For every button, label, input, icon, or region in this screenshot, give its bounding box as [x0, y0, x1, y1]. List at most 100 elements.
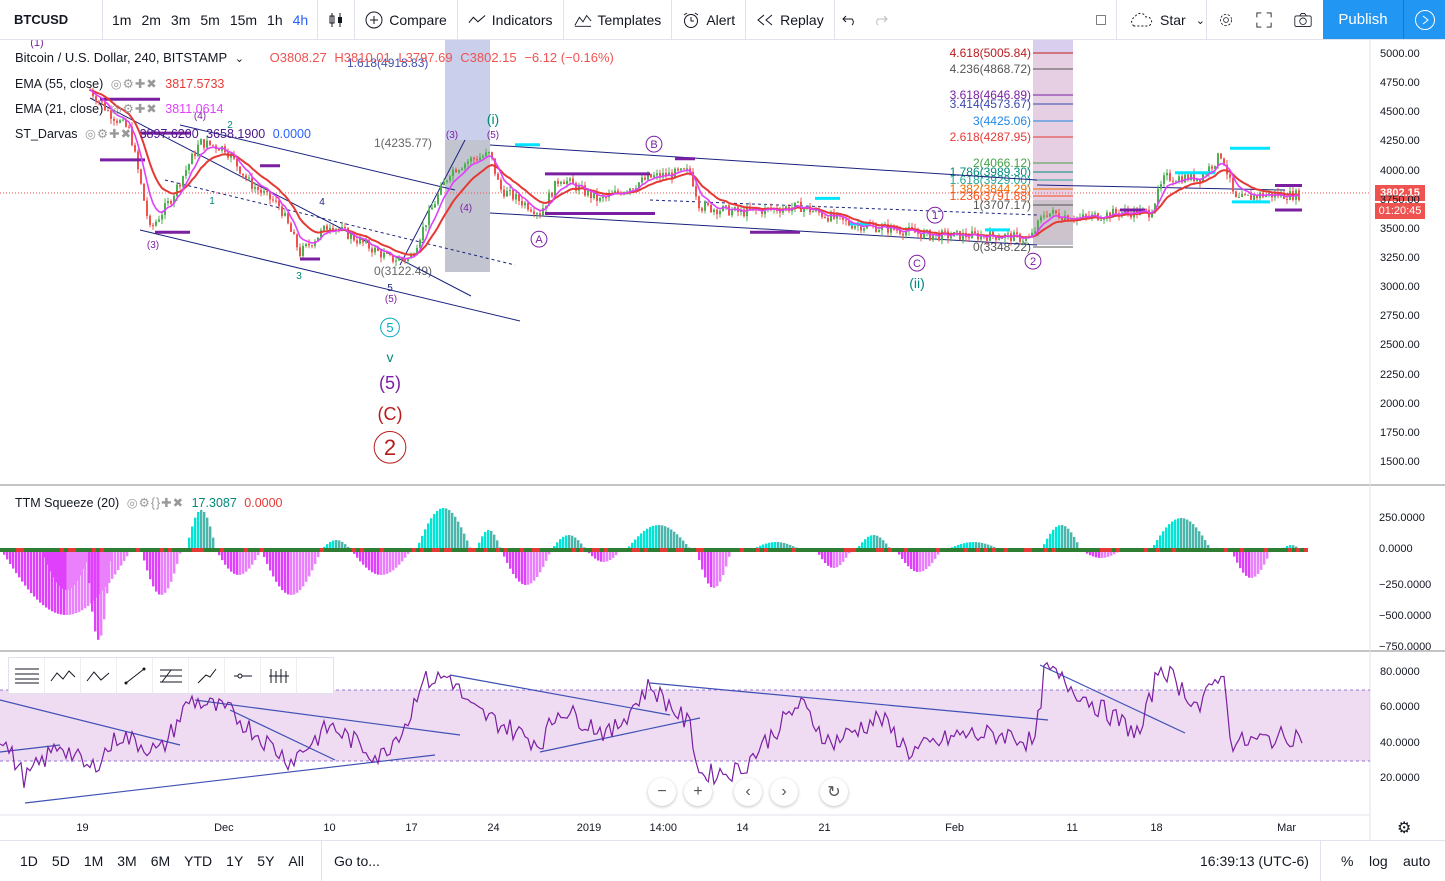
undo-button[interactable]: [835, 0, 865, 40]
compare-button[interactable]: Compare: [355, 0, 457, 40]
interval-1h[interactable]: 1h: [267, 11, 283, 28]
percent-toggle[interactable]: %: [1341, 852, 1354, 869]
range-all[interactable]: All: [288, 852, 304, 869]
range-5y[interactable]: 5Y: [257, 852, 275, 869]
toolbar-handle[interactable]: [297, 658, 307, 693]
ttm-squeeze-dot: [264, 548, 268, 552]
legend-controls[interactable]: ◎⚙{}✚✖: [126, 496, 185, 510]
candle-body: [878, 229, 880, 233]
candle-body: [314, 241, 316, 246]
ttm-histogram-bar: [164, 550, 167, 593]
ttm-histogram-bar: [725, 550, 728, 567]
price-tick-label: 3250.00: [1380, 252, 1420, 264]
interval-1m[interactable]: 1m: [112, 11, 132, 28]
wave-circle: [926, 206, 944, 224]
wave-label: (C): [378, 404, 403, 424]
interval-15m[interactable]: 15m: [229, 11, 258, 28]
candle-body: [1253, 195, 1255, 200]
trend-line-icon[interactable]: [117, 658, 153, 693]
zoom-out-button[interactable]: −: [648, 778, 676, 806]
candle-body: [707, 203, 709, 205]
reset-chart-button[interactable]: ↻: [820, 778, 848, 806]
candle-body: [686, 168, 688, 170]
ttm-histogram-bar: [1289, 545, 1292, 550]
lines-tool-icon[interactable]: [9, 658, 45, 693]
candle-body: [230, 154, 232, 158]
publish-button[interactable]: Publish: [1323, 0, 1403, 39]
range-3m[interactable]: 3M: [117, 852, 137, 869]
fib-level-label: 0(3122.49): [374, 264, 432, 278]
pattern-tool-icon[interactable]: [45, 658, 81, 693]
candle-body: [200, 139, 202, 145]
candle-body: [266, 191, 268, 193]
interval-5m[interactable]: 5m: [200, 11, 220, 28]
candle-body: [1211, 166, 1213, 169]
candle-body: [1043, 215, 1045, 217]
fib-tool-icon[interactable]: [153, 658, 189, 693]
snapshot-button[interactable]: [1288, 0, 1318, 40]
scroll-left-button[interactable]: ‹: [734, 778, 762, 806]
chevron-down-icon[interactable]: ⌄: [234, 53, 245, 65]
chart-type-button[interactable]: [318, 0, 354, 40]
range-6m[interactable]: 6M: [150, 852, 171, 869]
candle-body: [1157, 188, 1159, 204]
zoom-in-button[interactable]: +: [684, 778, 712, 806]
scroll-right-button[interactable]: ›: [770, 778, 798, 806]
abc-pattern-icon[interactable]: [81, 658, 117, 693]
chart-area[interactable]: 1.618(4918.83) 1(4235.77) 0(3122.49) 4.618(…: [0, 40, 1445, 840]
legend-controls[interactable]: ◎⚙✚✖: [110, 102, 158, 116]
bars-pattern-icon[interactable]: [261, 658, 297, 693]
range-ytd[interactable]: YTD: [184, 852, 213, 869]
ttm-histogram-bar: [152, 550, 155, 587]
ttm-squeeze-dot: [920, 548, 924, 552]
clock-display[interactable]: 16:39:13 (UTC-6): [1200, 852, 1309, 869]
redo-button[interactable]: [865, 0, 895, 40]
range-1d[interactable]: 1D: [20, 852, 38, 869]
range-1m[interactable]: 1M: [83, 852, 104, 869]
ttm-squeeze-dot: [484, 548, 488, 552]
candle-body: [845, 219, 847, 221]
path-tool-icon[interactable]: [189, 658, 225, 693]
replay-button[interactable]: Replay: [746, 0, 834, 40]
axis-settings-gear-icon[interactable]: ⚙: [1397, 820, 1412, 837]
interval-2m[interactable]: 2m: [141, 11, 161, 28]
ttm-histogram-bar: [365, 550, 368, 568]
ttm-squeeze-dot: [1200, 548, 1204, 552]
fullscreen-toggle[interactable]: [1090, 0, 1112, 40]
candle-body: [509, 189, 511, 192]
price-tick-label: 2750.00: [1380, 310, 1420, 323]
auto-toggle[interactable]: auto: [1403, 852, 1431, 869]
ttm-squeeze-dot: [944, 548, 948, 552]
chart-canvas[interactable]: 1.618(4918.83) 1(4235.77) 0(3122.49) 4.618(…: [0, 40, 1445, 840]
candle-body: [641, 177, 643, 183]
candle-body: [542, 208, 544, 216]
candle-body: [92, 90, 94, 97]
expand-button[interactable]: [1250, 0, 1278, 40]
publish-menu-button[interactable]: [1403, 0, 1445, 39]
templates-label: Templates: [597, 11, 662, 28]
interval-3m[interactable]: 3m: [170, 11, 191, 28]
interval-4h[interactable]: 4h: [292, 11, 309, 28]
star-button[interactable]: Star ⌄: [1122, 0, 1211, 40]
settings-button[interactable]: [1212, 0, 1240, 40]
range-1y[interactable]: 1Y: [226, 852, 244, 869]
alert-button[interactable]: Alert: [672, 0, 745, 40]
log-toggle[interactable]: log: [1369, 852, 1388, 869]
legend-controls[interactable]: ◎⚙✚✖: [110, 77, 158, 91]
candle-body: [341, 226, 343, 230]
ttm-squeeze-dot: [8, 548, 12, 552]
indicators-button[interactable]: Indicators: [458, 0, 563, 40]
fib-level-label: 1(3707.17): [973, 198, 1031, 212]
templates-button[interactable]: Templates: [564, 0, 672, 40]
ttm-histogram-bar: [457, 521, 460, 550]
legend-controls[interactable]: ◎⚙✚✖: [85, 127, 133, 141]
ttm-histogram-bar: [1110, 550, 1113, 556]
ttm-histogram-bar: [368, 550, 371, 571]
ttm-squeeze-dot: [244, 548, 248, 552]
candle-body: [410, 254, 412, 259]
goto-button[interactable]: Go to...: [333, 852, 380, 869]
candle-body: [371, 248, 373, 253]
horizontal-ray-icon[interactable]: [225, 658, 261, 693]
symbol-search[interactable]: BTCUSD: [14, 12, 69, 27]
range-5d[interactable]: 5D: [51, 852, 70, 869]
